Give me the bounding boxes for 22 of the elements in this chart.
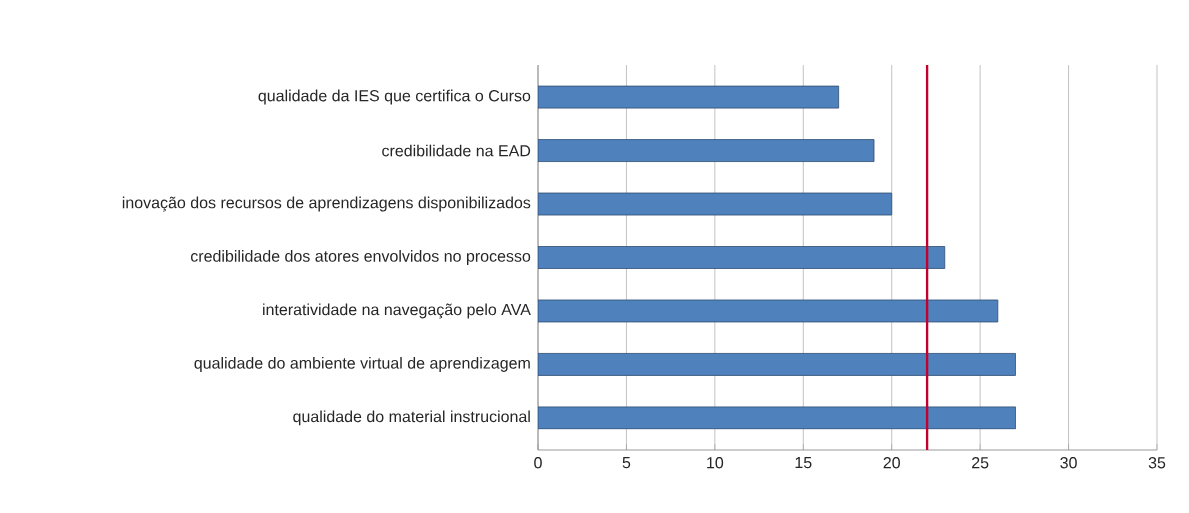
y-tick-label: qualidade do ambiente virtual de aprendizagem [194, 356, 530, 372]
y-tick-label: qualidade do material instrucional [293, 410, 530, 426]
y-tick-label: inovação dos recursos de aprendizagens disponibilizados [122, 196, 531, 212]
x-tick-label: 0 [534, 457, 542, 469]
bar [538, 406, 1016, 430]
bar [538, 246, 946, 269]
bar [538, 139, 875, 162]
bar [538, 353, 1016, 376]
x-tick-label: 20 [883, 457, 900, 469]
y-tick-label: credibilidade na EAD [382, 144, 531, 157]
x-tick-label: 10 [707, 457, 724, 469]
y-tick-label: credibilidade dos atores envolvidos no processo [190, 250, 531, 265]
x-tick-label: 25 [972, 457, 989, 469]
y-tick-label: interatividade na navegação pelo AVA [263, 303, 531, 319]
x-tick-label: 5 [622, 457, 631, 469]
x-tick-label: 30 [1060, 457, 1077, 469]
x-tick-label: 15 [795, 457, 812, 469]
y-tick-label: qualidade da IES que certifica o Curso [258, 89, 531, 105]
bar [538, 192, 893, 216]
bar [538, 85, 840, 109]
bar [538, 299, 999, 323]
x-tick-label: 35 [1148, 457, 1166, 469]
